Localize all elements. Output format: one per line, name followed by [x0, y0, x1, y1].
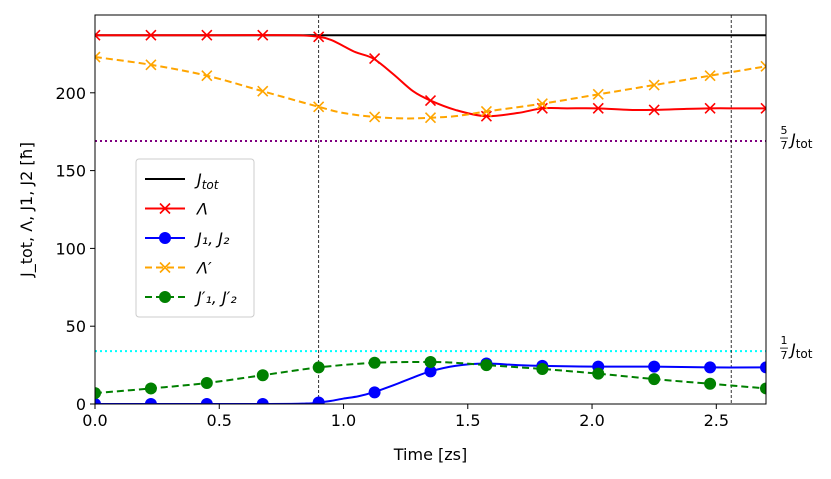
- legend-item-lambda: Λ′: [145, 259, 212, 278]
- y-tick-label: 200: [55, 84, 86, 103]
- x-tick-label: 2.0: [579, 411, 604, 430]
- series-5-point-5: [312, 361, 325, 374]
- series-3-point-3: [200, 398, 213, 404]
- series-5-point-4: [256, 369, 269, 382]
- legend-box: [135, 158, 255, 318]
- legend-label: J₁, J₂: [194, 229, 230, 248]
- x-tick-label: 0.0: [82, 411, 107, 430]
- series-line-4: [95, 56, 766, 120]
- series-2-point-6: [369, 53, 381, 65]
- legend-item-j1-j2: J₁, J₂: [145, 229, 230, 248]
- series-4-point-11: [648, 79, 660, 91]
- series-5: [95, 355, 766, 400]
- x-tick-label: 1.5: [455, 411, 480, 430]
- legend-item-j-tot: Jtot: [145, 170, 220, 192]
- x-axis-label: Time [zs]: [393, 445, 467, 464]
- series-5-point-9: [536, 362, 549, 375]
- series-4: [95, 51, 766, 124]
- svg-text:5: 5: [781, 124, 788, 137]
- legend-marker-3: [159, 232, 171, 244]
- series-4-point-8: [480, 105, 492, 118]
- svg-text:Jtot: Jtot: [788, 130, 813, 151]
- series-2-point-4: [257, 29, 269, 41]
- series-5-point-7: [424, 355, 437, 368]
- series-5-point-11: [648, 373, 661, 386]
- series-3-point-2: [144, 398, 157, 404]
- x-tick-label: 1.0: [331, 411, 356, 430]
- series-4-point-2: [145, 59, 157, 71]
- series-3-point-11: [648, 360, 661, 373]
- series-3-point-1: [95, 398, 101, 404]
- series-5-point-12: [704, 377, 717, 390]
- y-axis-label: J_tot, Λ, J1, J2 [ħ]: [17, 142, 37, 278]
- series-2-point-12: [704, 102, 716, 114]
- series-2-point-7: [424, 95, 437, 107]
- svg-text:7: 7: [781, 139, 788, 152]
- series-4-point-10: [592, 88, 604, 100]
- series-4-point-12: [704, 70, 716, 82]
- series-2-point-1: [95, 29, 101, 41]
- series-2-point-13: [760, 102, 766, 114]
- y-tick-label: 100: [55, 239, 86, 258]
- series-5-point-10: [592, 367, 605, 380]
- series-5-point-8: [480, 359, 493, 372]
- x-tick-label: 2.5: [704, 411, 729, 430]
- y-tick-label: 50: [66, 317, 86, 336]
- svg-text:Jtot: Jtot: [788, 340, 813, 361]
- legend-item-lambda: Λ: [145, 200, 208, 219]
- series-4-point-9: [536, 98, 548, 110]
- series-4-point-13: [760, 60, 766, 72]
- legend-marker-5: [159, 291, 171, 303]
- series-2: [95, 29, 766, 122]
- legend-label: J′₁, J′₂: [194, 288, 237, 307]
- series-4-point-7: [424, 112, 437, 124]
- reference-label-five-sevenths: 5 7 Jtot: [780, 124, 813, 152]
- reference-label-one-seventh: 1 7 Jtot: [780, 334, 813, 362]
- series-3-point-7: [424, 365, 437, 378]
- series-3-point-12: [704, 361, 717, 374]
- svg-text:7: 7: [781, 349, 788, 362]
- series-2-point-8: [480, 110, 492, 122]
- series-2-point-10: [592, 102, 604, 114]
- series-4-point-5: [313, 101, 325, 113]
- legend: Jtot Λ J₁, J₂ Λ′ J′₁, J′₂: [135, 158, 255, 318]
- series-4-point-6: [369, 111, 381, 123]
- series-2-point-3: [201, 29, 213, 41]
- svg-text:1: 1: [781, 334, 788, 347]
- series-2-point-5: [313, 31, 325, 43]
- series-3-point-6: [368, 386, 381, 399]
- legend-label: Jtot: [194, 170, 220, 192]
- series-5-point-2: [144, 382, 157, 395]
- series-4-point-4: [257, 85, 269, 97]
- legend-marker-4: [159, 261, 171, 274]
- legend-marker-2: [159, 202, 171, 215]
- y-tick-label: 0: [76, 395, 86, 414]
- series-4-point-1: [95, 51, 101, 63]
- series-5-point-3: [200, 376, 213, 389]
- legend-label: Λ: [195, 200, 208, 219]
- series-3-point-5: [312, 396, 325, 404]
- y-tick-label: 150: [55, 162, 86, 181]
- legend-label: Λ′: [195, 259, 212, 278]
- series-4-point-3: [201, 70, 213, 82]
- x-tick-label: 0.5: [207, 411, 232, 430]
- series-3-point-4: [256, 398, 269, 404]
- series-5-point-6: [368, 356, 381, 369]
- series-5-point-13: [760, 382, 766, 395]
- legend-item-j1-j2: J′₁, J′₂: [145, 288, 237, 307]
- series-2-point-11: [648, 104, 660, 116]
- series-3-point-13: [760, 361, 766, 374]
- plot-frame: [94, 14, 767, 405]
- series-2-point-2: [145, 29, 157, 41]
- series-5-point-1: [95, 387, 101, 400]
- series-line-2: [95, 34, 766, 118]
